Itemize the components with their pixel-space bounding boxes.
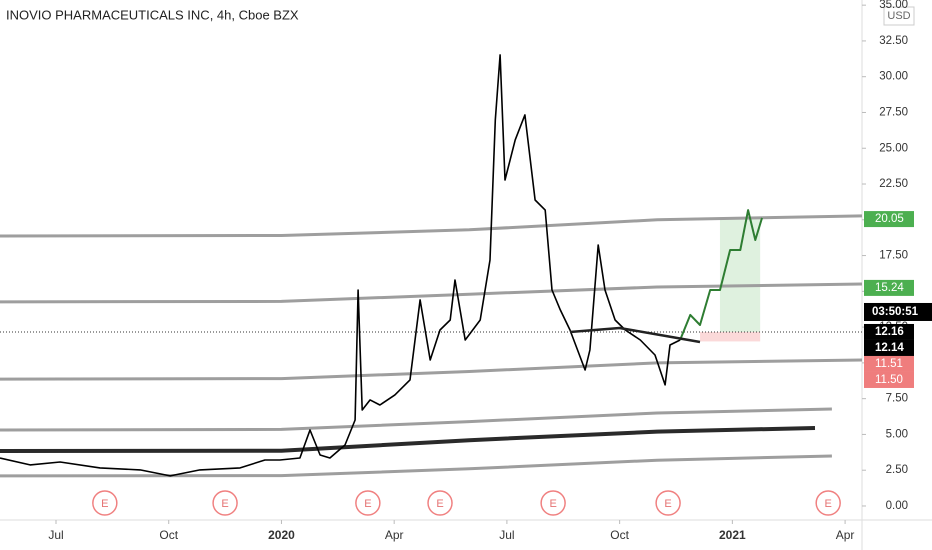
y-tick-label: 32.50: [879, 35, 908, 47]
x-tick-label: Oct: [159, 528, 178, 542]
y-tick-label: 2.50: [886, 464, 908, 476]
y-tick-label: 30.00: [879, 71, 908, 83]
event-label: E: [221, 498, 228, 510]
price-label-box: [864, 339, 914, 356]
y-tick-label: 0.00: [886, 500, 908, 512]
y-tick-label: 22.50: [879, 178, 908, 190]
y-tick-label: 35.00: [879, 0, 908, 11]
price-label: 11.50: [875, 374, 903, 386]
price-line: [569, 326, 701, 344]
event-marker: [212, 490, 238, 516]
price-line: [0, 214, 863, 238]
countdown: 03:50:51: [872, 306, 919, 318]
price-line: [679, 209, 763, 341]
price-line: [0, 358, 863, 381]
y-tick-label: 5.00: [886, 428, 908, 440]
price-line: [0, 426, 816, 453]
x-tick-label: Jul: [499, 528, 514, 542]
event-marker: [427, 490, 453, 516]
chart-title: INOVIO PHARMACEUTICALS INC, 4h, Cboe BZX: [6, 7, 299, 22]
price-line: [0, 282, 863, 304]
countdown-box: [864, 302, 932, 321]
y-tick-label: 25.00: [879, 142, 908, 154]
event-marker: [540, 490, 566, 516]
x-tick-label: 2020: [268, 528, 295, 542]
event-marker: [92, 490, 118, 516]
event-marker: [815, 490, 841, 516]
x-tick-label: 2021: [719, 528, 746, 542]
event-label: E: [101, 498, 108, 510]
price-label-box: [864, 211, 914, 228]
price-label: 11.51: [875, 358, 903, 370]
currency-box[interactable]: [883, 6, 915, 26]
y-tick-label: 27.50: [879, 107, 908, 119]
target-box: [719, 219, 761, 332]
x-tick-label: Jul: [48, 528, 63, 542]
price-label-box: [864, 371, 914, 388]
event-marker: [655, 490, 681, 516]
event-label: E: [549, 498, 556, 510]
price-line: [0, 54, 681, 477]
x-tick-label: Apr: [385, 528, 404, 542]
event-label: E: [436, 498, 443, 510]
y-tick-label: 17.50: [879, 250, 908, 262]
currency[interactable]: USD: [887, 10, 910, 22]
event-label: E: [364, 498, 371, 510]
price-label: 12.14: [875, 342, 904, 354]
event-label: E: [664, 498, 671, 510]
price-label-box: [864, 323, 914, 340]
x-tick-label: Apr: [836, 528, 855, 542]
price-label: 20.05: [875, 213, 904, 225]
event-marker: [355, 490, 381, 516]
y-tick-label: 7.50: [886, 393, 908, 405]
stop-box: [700, 331, 761, 342]
x-tick-label: Oct: [610, 528, 629, 542]
price-line: [0, 454, 832, 478]
price-label-box: [864, 279, 914, 296]
event-label: E: [825, 498, 832, 510]
price-label-box: [864, 355, 914, 372]
price-label: 15.24: [875, 282, 904, 294]
price-line: [0, 407, 832, 432]
price-label: 12.16: [875, 326, 904, 338]
